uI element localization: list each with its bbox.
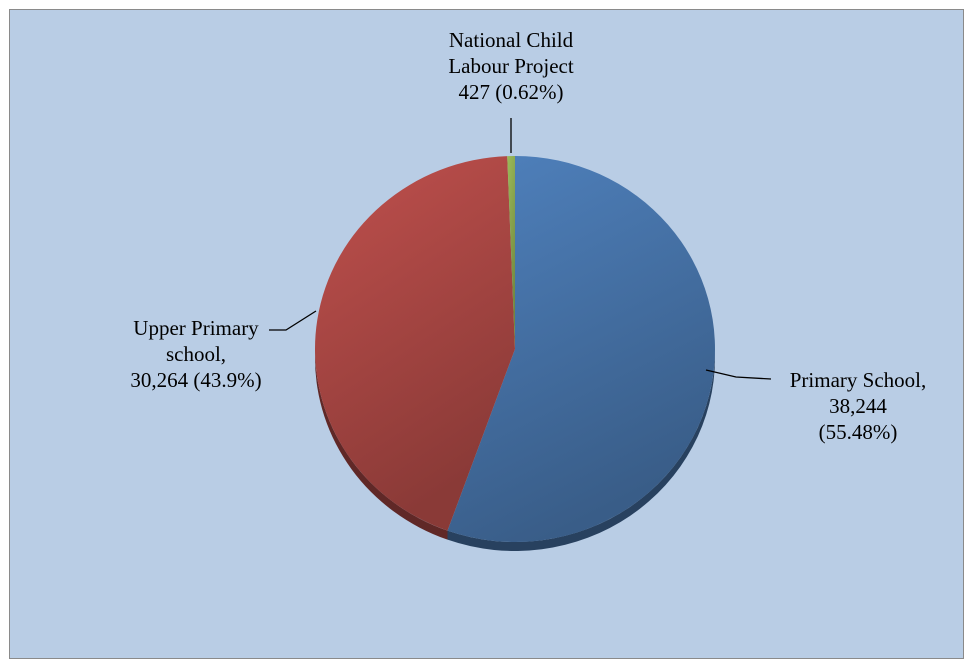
data-label-line: school,	[166, 342, 226, 366]
pie-slice-0	[447, 156, 715, 542]
data-label-0: Primary School, 38,244 (55.48%)	[790, 368, 927, 444]
leader-line-1	[269, 310, 317, 331]
data-label-line: 30,264 (43.9%)	[130, 368, 261, 392]
pie-slice-2	[507, 156, 515, 349]
data-label-line: Upper Primary	[133, 316, 259, 340]
data-label-line: 38,244	[829, 394, 887, 418]
data-label-2: National Child Labour Project 427 (0.62%)	[448, 28, 574, 104]
data-label-line: Primary School,	[790, 368, 927, 392]
pie-slice-1	[315, 156, 515, 531]
pie-slice-side-0	[447, 349, 715, 551]
data-label-line: (55.48%)	[819, 420, 898, 444]
data-label-line: National Child	[449, 28, 574, 52]
data-label-line: Labour Project	[448, 54, 574, 78]
chart-area: Primary School, 38,244 (55.48%) Upper Prima…	[9, 9, 964, 659]
data-label-line: 427 (0.62%)	[459, 80, 564, 104]
data-label-1: Upper Primary school, 30,264 (43.9%)	[130, 316, 261, 392]
pie-chart: Primary School, 38,244 (55.48%) Upper Prima…	[130, 28, 927, 551]
leader-line-0	[705, 369, 772, 380]
